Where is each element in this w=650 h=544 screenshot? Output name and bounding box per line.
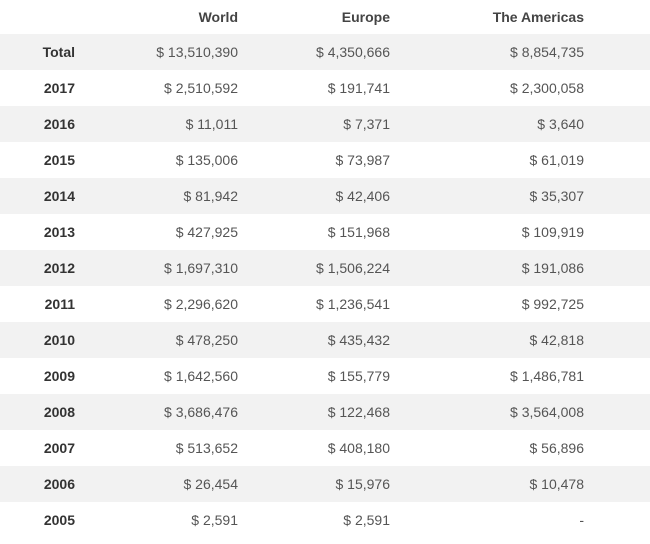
cell-americas: $ 1,486,781	[510, 368, 584, 384]
cell-europe: $ 1,506,224	[316, 260, 390, 276]
cell-europe: $ 15,976	[335, 476, 391, 492]
table-row: 2016 $ 11,011 $ 7,371 $ 3,640	[0, 106, 650, 142]
cell-world: $ 2,510,592	[164, 80, 238, 96]
cell-world: $ 11,011	[185, 116, 238, 132]
table-row: 2006 $ 26,454 $ 15,976 $ 10,478	[0, 466, 650, 502]
header-label	[0, 0, 86, 34]
cell-world: $ 513,652	[175, 440, 238, 456]
cell-europe: $ 408,180	[327, 440, 390, 456]
table-header-row: World Europe The Americas	[0, 0, 650, 34]
table-row: 2011 $ 2,296,620 $ 1,236,541 $ 992,725	[0, 286, 650, 322]
cell-americas: $ 3,640	[537, 116, 584, 132]
cell-world: $ 26,454	[183, 476, 239, 492]
cell-americas: $ 109,919	[521, 224, 584, 240]
cell-americas: $ 992,725	[521, 296, 584, 312]
cell-world: $ 1,697,310	[164, 260, 238, 276]
cell-europe: $ 73,987	[335, 152, 391, 168]
row-label: 2007	[43, 440, 75, 456]
row-label: 2016	[43, 116, 75, 132]
table-row: 2005 $ 2,591 $ 2,591 -	[0, 502, 650, 538]
row-label: 2009	[43, 368, 75, 384]
cell-europe: $ 7,371	[343, 116, 390, 132]
cell-americas: $ 42,818	[529, 332, 585, 348]
table-row: 2012 $ 1,697,310 $ 1,506,224 $ 191,086	[0, 250, 650, 286]
table-row: 2008 $ 3,686,476 $ 122,468 $ 3,564,008	[0, 394, 650, 430]
table-row: 2009 $ 1,642,560 $ 155,779 $ 1,486,781	[0, 358, 650, 394]
header-world: World	[198, 9, 238, 25]
cell-europe: $ 42,406	[335, 188, 391, 204]
cell-world: $ 135,006	[175, 152, 238, 168]
row-label: 2017	[43, 80, 75, 96]
cell-americas: $ 8,854,735	[510, 44, 584, 60]
row-label: 2014	[43, 188, 75, 204]
table-row: 2015 $ 135,006 $ 73,987 $ 61,019	[0, 142, 650, 178]
row-label: 2011	[44, 296, 75, 312]
table-row: 2017 $ 2,510,592 $ 191,741 $ 2,300,058	[0, 70, 650, 106]
cell-world: $ 478,250	[175, 332, 238, 348]
cell-americas: $ 10,478	[529, 476, 585, 492]
table-row: 2013 $ 427,925 $ 151,968 $ 109,919	[0, 214, 650, 250]
cell-world: $ 13,510,390	[156, 44, 238, 60]
cell-europe: $ 1,236,541	[316, 296, 390, 312]
cell-europe: $ 122,468	[327, 404, 390, 420]
row-label: 2008	[43, 404, 75, 420]
table-row: Total $ 13,510,390 $ 4,350,666 $ 8,854,735	[0, 34, 650, 70]
table-row: 2007 $ 513,652 $ 408,180 $ 56,896	[0, 430, 650, 466]
row-label: 2013	[43, 224, 75, 240]
cell-americas: $ 3,564,008	[510, 404, 584, 420]
row-label: Total	[42, 44, 75, 60]
cell-europe: $ 4,350,666	[316, 44, 390, 60]
cell-americas: -	[579, 512, 584, 528]
cell-europe: $ 191,741	[327, 80, 390, 96]
cell-americas: $ 35,307	[529, 188, 585, 204]
row-label: 2005	[43, 512, 75, 528]
cell-world: $ 1,642,560	[164, 368, 238, 384]
cell-world: $ 3,686,476	[164, 404, 238, 420]
cell-europe: $ 435,432	[327, 332, 390, 348]
cell-world: $ 2,296,620	[164, 296, 238, 312]
header-americas: The Americas	[492, 9, 584, 25]
cell-world: $ 2,591	[191, 512, 238, 528]
table-row: 2014 $ 81,942 $ 42,406 $ 35,307	[0, 178, 650, 214]
cell-world: $ 81,942	[183, 188, 239, 204]
table-body: Total $ 13,510,390 $ 4,350,666 $ 8,854,735 2…	[0, 34, 650, 538]
cell-americas: $ 191,086	[521, 260, 584, 276]
cell-americas: $ 2,300,058	[510, 80, 584, 96]
cell-europe: $ 151,968	[327, 224, 390, 240]
row-label: 2015	[43, 152, 75, 168]
row-label: 2012	[43, 260, 75, 276]
cell-americas: $ 56,896	[529, 440, 585, 456]
header-europe: Europe	[341, 9, 390, 25]
row-label: 2006	[43, 476, 75, 492]
row-label: 2010	[43, 332, 75, 348]
cell-europe: $ 155,779	[327, 368, 390, 384]
cell-europe: $ 2,591	[343, 512, 390, 528]
cell-world: $ 427,925	[175, 224, 238, 240]
cell-americas: $ 61,019	[529, 152, 585, 168]
table-row: 2010 $ 478,250 $ 435,432 $ 42,818	[0, 322, 650, 358]
